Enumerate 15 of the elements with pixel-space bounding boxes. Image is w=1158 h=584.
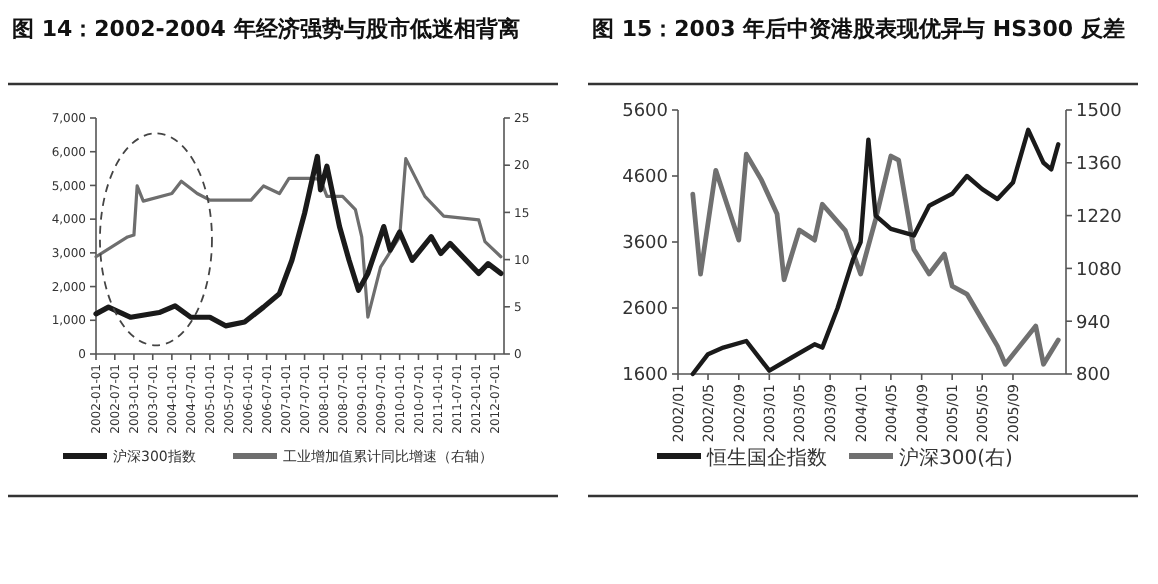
y-tick-label: 2600 bbox=[622, 300, 669, 321]
y-tick-label: 5600 bbox=[622, 102, 669, 123]
y2-tick-label: 1080 bbox=[1076, 260, 1123, 281]
y2-tick-label: 1500 bbox=[1076, 102, 1123, 123]
legend-label: 恒生国企指数 bbox=[705, 445, 827, 470]
y2-tick-label: 1360 bbox=[1076, 155, 1123, 176]
y-tick-label: 1600 bbox=[622, 366, 669, 387]
y2-tick-label: 1220 bbox=[1076, 207, 1123, 228]
y2-tick-label: 940 bbox=[1076, 313, 1111, 334]
chart-title: 图 14：2002-2004 年经济强势与股市低迷相背离 bbox=[12, 16, 520, 42]
y2-tick-label: 800 bbox=[1076, 366, 1111, 387]
y-tick-label: 3600 bbox=[622, 234, 669, 255]
y-tick-label: 4600 bbox=[622, 168, 669, 189]
legend-label: 沪深300(右) bbox=[899, 445, 1013, 470]
chart-title: 图 15：2003 年后中资港股表现优异与 HS300 反差 bbox=[592, 16, 1125, 42]
